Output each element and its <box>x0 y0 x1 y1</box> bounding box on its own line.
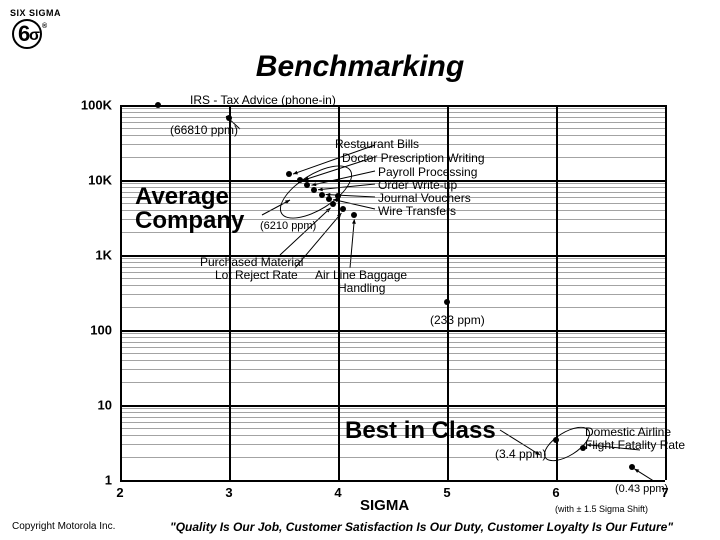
gridline-h-minor <box>120 353 665 354</box>
logo-top: SIX SIGMA <box>10 8 61 18</box>
wire-label: Wire Transfers <box>378 204 456 218</box>
gridline-h-minor <box>120 369 665 370</box>
gridline-h-minor <box>120 342 665 343</box>
gridline-h-minor <box>120 294 665 295</box>
airline-bag-label: Air Line Baggage <box>315 268 407 282</box>
svg-text:σ: σ <box>29 27 40 44</box>
marker-irs-pt <box>155 102 161 108</box>
x-tick-label: 4 <box>334 485 341 500</box>
average-company-label: AverageCompany <box>135 185 244 233</box>
page-title: Benchmarking <box>0 50 720 84</box>
gridline-v <box>556 105 558 480</box>
x-tick-label: 5 <box>443 485 450 500</box>
ppm-6210-label: (6210 ppm) <box>260 220 316 232</box>
order-label: Order Write-up <box>378 178 457 192</box>
y-tick-label: 100 <box>90 323 112 338</box>
x-axis-title: SIGMA <box>360 497 409 514</box>
gridline-v <box>120 105 122 480</box>
gridline-h-major <box>120 330 665 332</box>
ppm-66810-label: (66810 ppm) <box>170 123 238 137</box>
gridline-h-minor <box>120 112 665 113</box>
x-tick-label: 3 <box>225 485 232 500</box>
x-tick-label: 2 <box>116 485 123 500</box>
lotreject-label: Lot Reject Rate <box>215 268 298 282</box>
y-tick-label: 1K <box>95 248 112 263</box>
gridline-v <box>229 105 231 480</box>
handling-label: Handling <box>338 281 385 295</box>
ppm-233-label: (233 ppm) <box>430 313 485 327</box>
gridline-h-minor <box>120 108 665 109</box>
avg-company-l2: Company <box>135 207 244 234</box>
gridline-h-minor <box>120 307 665 308</box>
gridline-h-minor <box>120 382 665 383</box>
gridline-h-minor <box>120 347 665 348</box>
y-tick-label: 10K <box>88 173 112 188</box>
ppm-34-label: (3.4 ppm) <box>495 447 546 461</box>
x-tick-label: 6 <box>552 485 559 500</box>
y-tick-label: 100K <box>81 98 112 113</box>
gridline-v <box>665 105 667 480</box>
marker-ab <box>351 212 357 218</box>
gridline-h-minor <box>120 333 665 334</box>
gridline-h-minor <box>120 285 665 286</box>
journal-label: Journal Vouchers <box>378 191 471 205</box>
chart-plot: 100K10K1K100101234567IRS - Tax Advice (p… <box>120 105 665 480</box>
restaurant-label: Restaurant Bills <box>335 137 419 151</box>
payroll-label: Payroll Processing <box>378 165 477 179</box>
best-in-class-label: Best in Class <box>345 417 496 445</box>
domestic1-label: Domestic Airline <box>585 425 671 439</box>
sigma-shift-note: (with ± 1.5 Sigma Shift) <box>555 504 648 514</box>
y-tick-label: 10 <box>98 398 112 413</box>
gridline-h-major <box>120 480 665 482</box>
gridline-h-minor <box>120 337 665 338</box>
marker-p668 <box>226 115 232 121</box>
svg-text:®: ® <box>42 22 48 30</box>
gridline-h-minor <box>120 117 665 118</box>
marker-rb <box>286 171 292 177</box>
copyright-text: Copyright Motorola Inc. <box>12 521 115 532</box>
doctor-label: Doctor Prescription Writing <box>342 151 485 165</box>
purchased-label: Purchased Material <box>200 255 303 269</box>
gridline-h-minor <box>120 457 665 458</box>
gridline-h-minor <box>120 408 665 409</box>
ppm-043-label: (0.43 ppm) <box>615 483 668 495</box>
marker-p043a <box>629 464 635 470</box>
marker-p233 <box>444 299 450 305</box>
irs-label: IRS - Tax Advice (phone-in) <box>190 93 336 107</box>
marker-lr <box>340 206 346 212</box>
avg-company-l1: Average <box>135 183 229 210</box>
domestic2-label: Flight Fatality Rate <box>585 438 685 452</box>
y-tick-label: 1 <box>105 473 112 488</box>
quote-text: "Quality Is Our Job, Customer Satisfacti… <box>170 520 673 534</box>
gridline-h-minor <box>120 412 665 413</box>
gridline-h-major <box>120 405 665 407</box>
gridline-h-minor <box>120 360 665 361</box>
